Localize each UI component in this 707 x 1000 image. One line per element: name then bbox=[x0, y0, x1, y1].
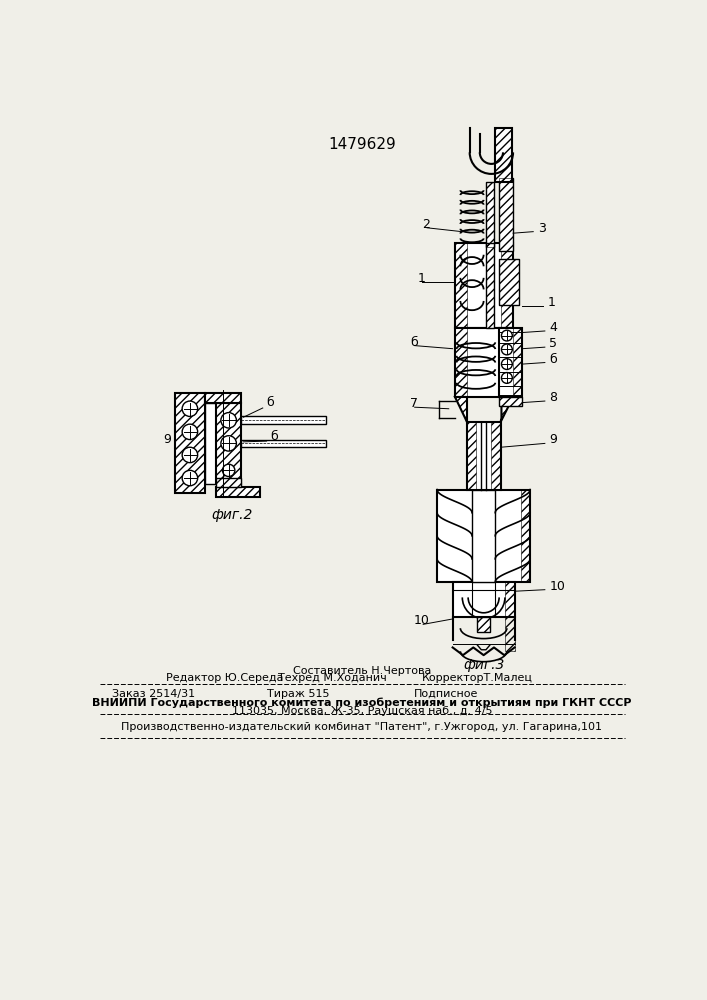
Text: 4: 4 bbox=[549, 321, 557, 334]
Bar bbox=[467, 422, 501, 490]
Bar bbox=[499, 259, 518, 305]
Bar bbox=[204, 403, 216, 484]
Text: 1: 1 bbox=[547, 296, 555, 309]
Text: ВНИИПИ Государственного комитета по изобретениям и открытиям при ГКНТ СССР: ВНИИПИ Государственного комитета по изоб… bbox=[92, 698, 631, 708]
Bar bbox=[455, 243, 513, 328]
Text: 10: 10 bbox=[549, 580, 566, 593]
Text: фиг.3: фиг.3 bbox=[463, 658, 504, 672]
Text: Заказ 2514/31: Заказ 2514/31 bbox=[112, 689, 194, 699]
Circle shape bbox=[221, 436, 236, 451]
Bar bbox=[241, 416, 327, 424]
Text: 5: 5 bbox=[549, 337, 558, 350]
Text: 3: 3 bbox=[538, 222, 546, 235]
Polygon shape bbox=[501, 397, 513, 422]
Bar bbox=[472, 490, 495, 582]
Text: 1: 1 bbox=[418, 272, 426, 285]
Circle shape bbox=[501, 373, 513, 383]
Text: 113035, Москва, Ж-35, Раушская наб., д. 4/5: 113035, Москва, Ж-35, Раушская наб., д. … bbox=[232, 706, 492, 716]
Text: 7: 7 bbox=[410, 397, 418, 410]
Circle shape bbox=[182, 470, 198, 486]
Bar bbox=[175, 393, 204, 493]
Text: Подписное: Подписное bbox=[414, 689, 478, 699]
Text: фиг.2: фиг.2 bbox=[211, 508, 252, 522]
Bar bbox=[477, 617, 490, 632]
Bar bbox=[216, 403, 241, 484]
Circle shape bbox=[182, 447, 198, 463]
Text: 9: 9 bbox=[549, 433, 557, 446]
Bar bbox=[499, 397, 522, 406]
Circle shape bbox=[182, 401, 198, 416]
Text: Составитель Н.Чертова: Составитель Н.Чертова bbox=[293, 666, 431, 676]
Bar bbox=[204, 393, 241, 403]
Bar bbox=[499, 328, 522, 397]
Circle shape bbox=[182, 424, 198, 440]
Bar bbox=[495, 128, 513, 182]
Circle shape bbox=[501, 359, 513, 369]
Circle shape bbox=[223, 464, 235, 477]
Text: б: б bbox=[410, 336, 418, 349]
Text: 8: 8 bbox=[549, 391, 558, 404]
Bar bbox=[455, 328, 513, 397]
Text: Производственно-издательский комбинат "Патент", г.Ужгород, ул. Гагарина,101: Производственно-издательский комбинат "П… bbox=[122, 722, 602, 732]
Bar bbox=[216, 487, 260, 497]
Bar bbox=[486, 182, 493, 247]
Text: 2: 2 bbox=[421, 218, 429, 231]
Bar bbox=[437, 490, 530, 582]
Text: Редактор Ю.Середа: Редактор Ю.Середа bbox=[166, 673, 284, 683]
Text: 1479629: 1479629 bbox=[328, 137, 396, 152]
Circle shape bbox=[501, 344, 513, 355]
Bar bbox=[452, 582, 515, 617]
Text: Тираж 515: Тираж 515 bbox=[267, 689, 329, 699]
Text: б: б bbox=[549, 353, 557, 366]
Text: б: б bbox=[267, 396, 274, 409]
Circle shape bbox=[221, 413, 236, 428]
Bar bbox=[486, 243, 493, 328]
Text: 9: 9 bbox=[163, 433, 171, 446]
Text: Техред М.Ходанич: Техред М.Ходанич bbox=[279, 673, 387, 683]
Text: 10: 10 bbox=[414, 614, 430, 627]
Text: б: б bbox=[271, 430, 279, 443]
Circle shape bbox=[501, 330, 513, 341]
Polygon shape bbox=[455, 397, 467, 422]
Bar bbox=[241, 440, 327, 447]
Bar bbox=[499, 178, 513, 251]
Text: КорректорТ.Малец: КорректорТ.Малец bbox=[421, 673, 532, 683]
Bar bbox=[216, 478, 241, 487]
